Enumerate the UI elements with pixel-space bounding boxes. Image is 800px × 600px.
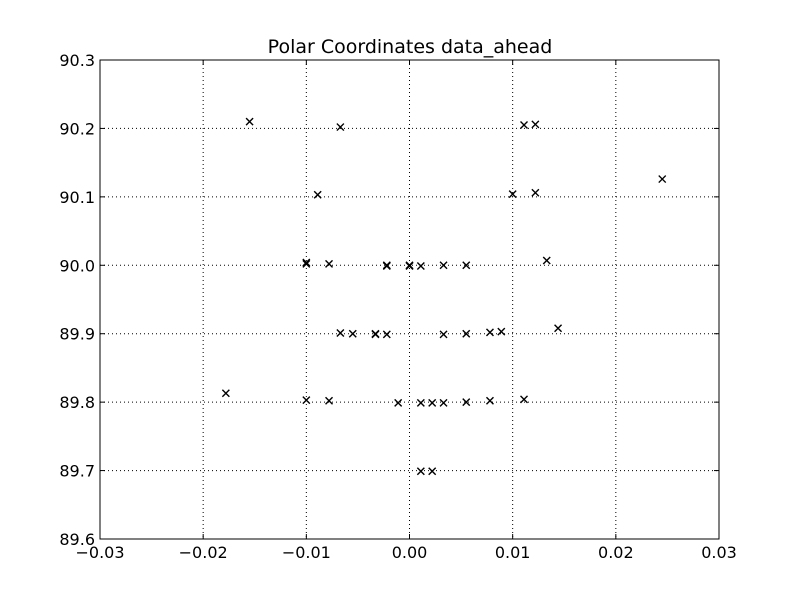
data-point — [313, 190, 322, 199]
data-point — [542, 256, 551, 265]
data-point — [531, 188, 540, 197]
x-tick-label: −0.03 — [75, 543, 124, 562]
data-point — [302, 259, 311, 268]
data-point — [439, 261, 448, 270]
x-tick-label: −0.01 — [282, 543, 331, 562]
data-point — [371, 330, 380, 339]
axis-tick-labels: −0.03 −0.02 −0.01 0.00 0.01 0.02 0.03 89.6 89.7 8… — [59, 51, 736, 562]
data-point — [439, 398, 448, 407]
data-point — [485, 328, 494, 337]
data-point — [336, 123, 345, 132]
x-tick-label: −0.02 — [179, 543, 228, 562]
data-point — [462, 398, 471, 407]
data-point — [462, 261, 471, 270]
data-point — [394, 398, 403, 407]
data-point — [325, 396, 334, 405]
data-point — [520, 395, 529, 404]
data-point — [520, 121, 529, 130]
data-point — [416, 467, 425, 476]
data-points — [221, 117, 667, 476]
data-point — [439, 330, 448, 339]
x-tick-label: 0.00 — [392, 543, 428, 562]
x-tick-label: 0.01 — [495, 543, 531, 562]
y-tick-label: 90.2 — [59, 119, 95, 138]
data-point — [416, 398, 425, 407]
data-point — [497, 327, 506, 336]
data-point — [382, 261, 391, 270]
data-point — [221, 389, 230, 398]
axes-border — [99, 59, 720, 540]
x-tick-label: 0.02 — [598, 543, 634, 562]
data-point — [658, 175, 667, 184]
y-tick-label: 90.1 — [59, 188, 95, 207]
data-point — [302, 396, 311, 405]
data-point — [245, 117, 254, 126]
data-point — [531, 120, 540, 129]
data-point — [405, 261, 414, 270]
data-point — [428, 398, 437, 407]
y-tick-label: 89.9 — [59, 325, 95, 344]
data-point — [462, 329, 471, 338]
data-point — [485, 396, 494, 405]
y-tick-label: 90.0 — [59, 256, 95, 275]
chart-title: Polar Coordinates data_ahead — [268, 36, 553, 58]
y-tick-label: 89.6 — [59, 530, 95, 549]
data-point — [325, 259, 334, 268]
plot-area — [99, 59, 720, 540]
data-point — [554, 324, 563, 333]
y-tick-label: 89.8 — [59, 393, 95, 412]
data-point — [302, 258, 311, 267]
x-tick-label: 0.03 — [701, 543, 737, 562]
data-point — [416, 261, 425, 270]
data-point — [428, 467, 437, 476]
data-point — [382, 330, 391, 339]
data-point — [508, 190, 517, 199]
y-tick-label: 90.3 — [59, 51, 95, 70]
data-point — [348, 329, 357, 338]
y-tick-label: 89.7 — [59, 462, 95, 481]
data-point — [336, 329, 345, 338]
